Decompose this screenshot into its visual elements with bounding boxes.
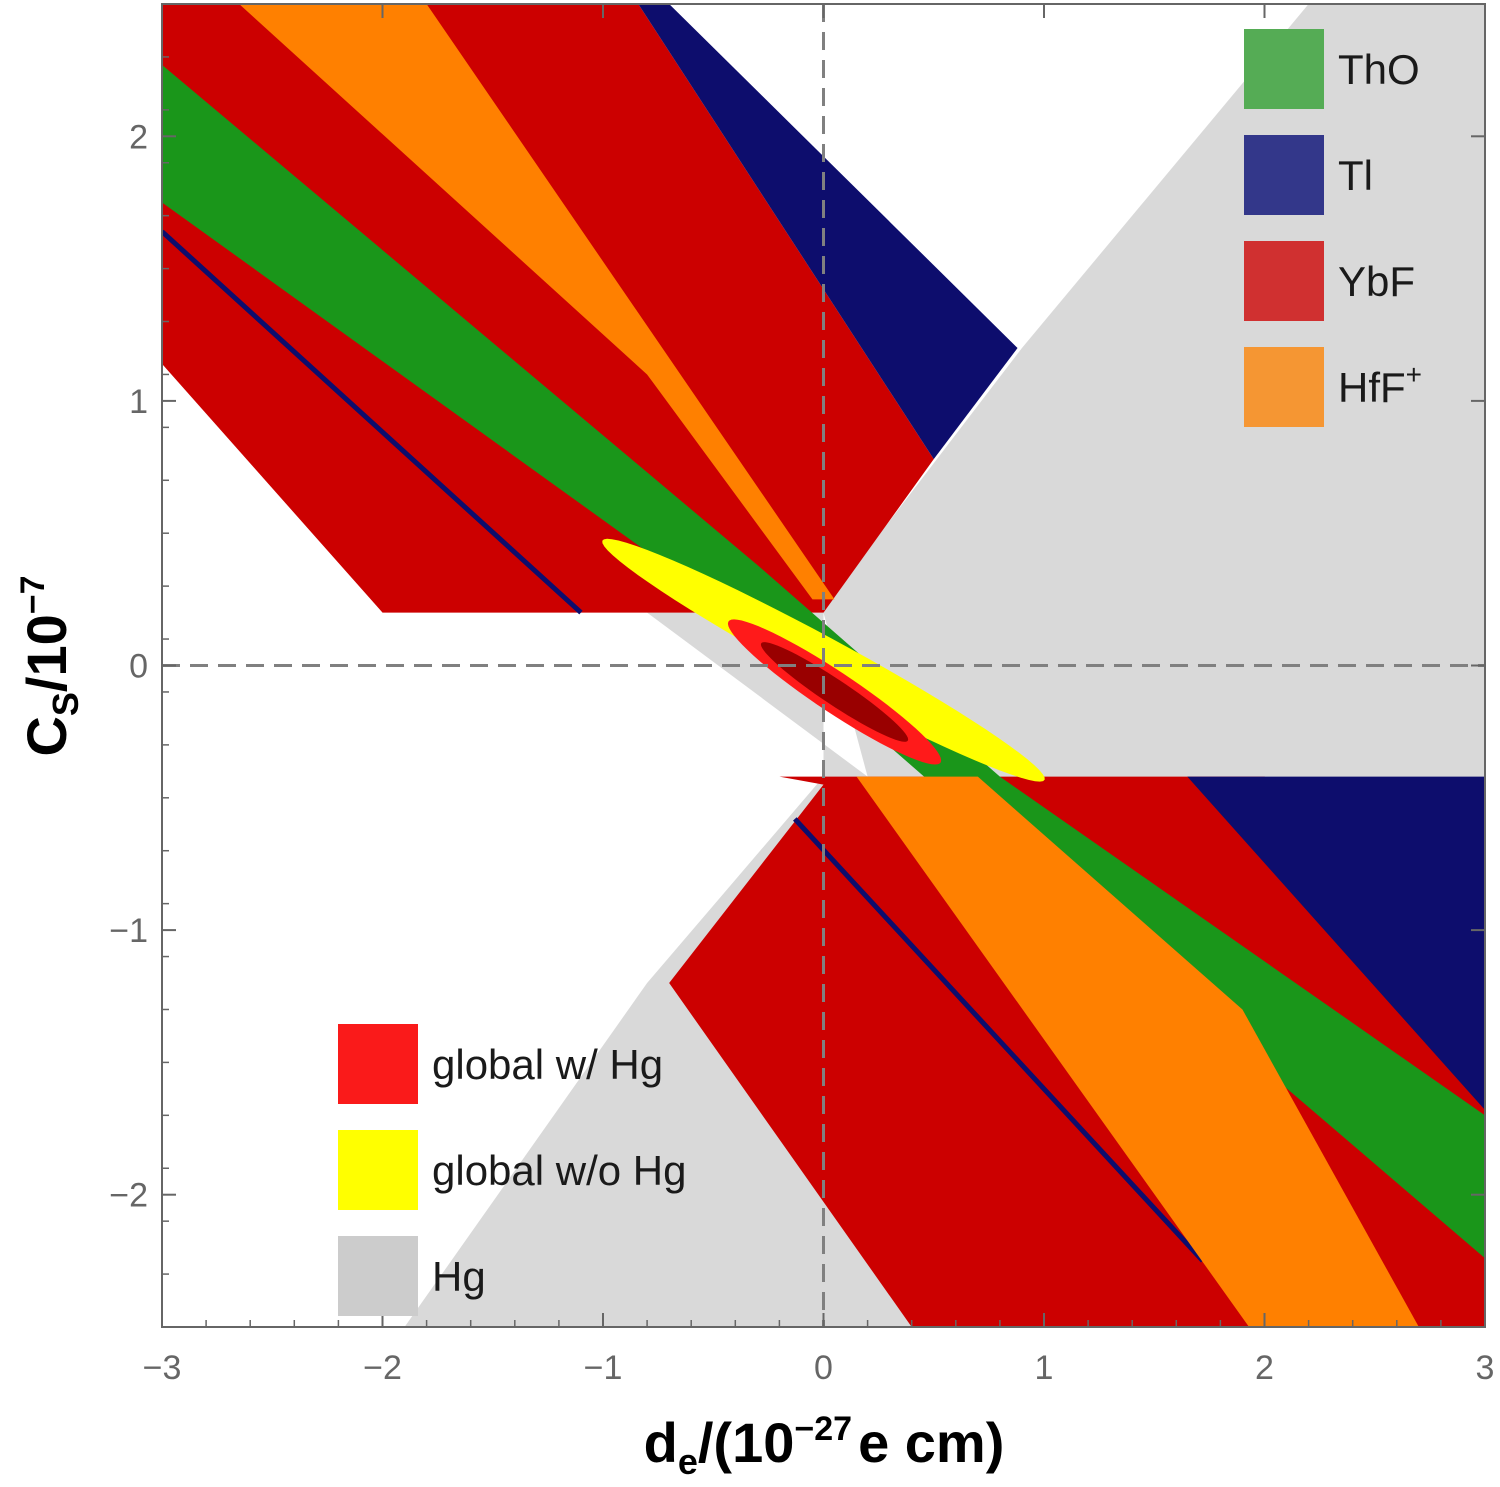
x-axis-title-sup: −27 (794, 1410, 852, 1448)
region-hff-0 (239, 4, 835, 600)
x-tick-label: 1 (1035, 1349, 1054, 1387)
legend-label-hff: HfF+ (1338, 359, 1422, 411)
legend-swatch-tho (1244, 29, 1324, 109)
x-tick-label: −1 (584, 1349, 623, 1387)
y-tick-label: 0 (129, 648, 148, 686)
y-tick-label: 2 (129, 118, 148, 156)
series-hff (239, 4, 1419, 1327)
y-axis-title-base: C (15, 716, 78, 756)
legend-bottom-left: global w/ Hg global w/o Hg Hg (338, 1024, 686, 1316)
legend-swatch-global-w-hg (338, 1024, 418, 1104)
series-global-w-hg-inner (760, 642, 909, 742)
line-tl-lower-band-0 (162, 229, 583, 615)
legend-top-right: ThO Tl YbF HfF+ (1244, 29, 1422, 427)
legend-swatch-global-w-o-hg (338, 1130, 418, 1210)
legend-label-global-w-o-hg: global w/o Hg (432, 1147, 686, 1194)
x-axis-title-sub: e (678, 1441, 698, 1482)
legend-label-tl: Tl (1338, 152, 1373, 199)
line-tl-lower-band-1 (792, 817, 1205, 1263)
legend-label-ybf: YbF (1338, 258, 1415, 305)
x-tick-label: −3 (143, 1349, 182, 1387)
x-axis-title-close: e cm) (858, 1411, 1004, 1474)
x-tick-label: 2 (1255, 1349, 1274, 1387)
region-hff-1 (856, 776, 1419, 1327)
y-axis-title-sup: −7 (14, 575, 52, 614)
legend-swatch-hff (1244, 347, 1324, 427)
legend-label-hg: Hg (432, 1253, 486, 1300)
x-tick-label: 3 (1476, 1349, 1495, 1387)
legend-label-global-w-hg: global w/ Hg (432, 1041, 663, 1088)
y-axis-title: CS/10−7 (14, 575, 86, 756)
x-axis: −3 −2 −1 0 1 2 3 (143, 4, 1495, 1387)
legend-swatch-hg (338, 1236, 418, 1316)
series-tl-lower-band (162, 229, 1205, 1263)
y-axis: −2 −1 0 1 2 (109, 3, 1485, 1328)
legend-swatch-tl (1244, 135, 1324, 215)
x-axis-title: de/(10−27 e cm) (644, 1410, 1005, 1482)
x-axis-title-open: /(10 (698, 1411, 795, 1474)
series-tl (638, 4, 1485, 1111)
region-tl-1 (1187, 776, 1485, 1111)
ellipse-global-w-hg-inner (760, 642, 909, 742)
region-ybf-0 (162, 4, 934, 613)
y-tick-label: −1 (109, 912, 148, 950)
plot-area (162, 4, 1485, 1327)
x-tick-label: −2 (363, 1349, 402, 1387)
legend-label-tho: ThO (1338, 46, 1420, 93)
y-axis-title-open: /10 (15, 614, 78, 692)
region-tl-0 (638, 4, 1018, 460)
y-tick-label: −2 (109, 1177, 148, 1215)
legend-swatch-ybf (1244, 241, 1324, 321)
x-axis-title-base: d (644, 1411, 678, 1474)
x-tick-label: 0 (814, 1349, 833, 1387)
y-axis-title-sub: S (45, 692, 86, 716)
y-tick-label: 1 (129, 383, 148, 421)
reference-lines (162, 4, 1485, 1327)
